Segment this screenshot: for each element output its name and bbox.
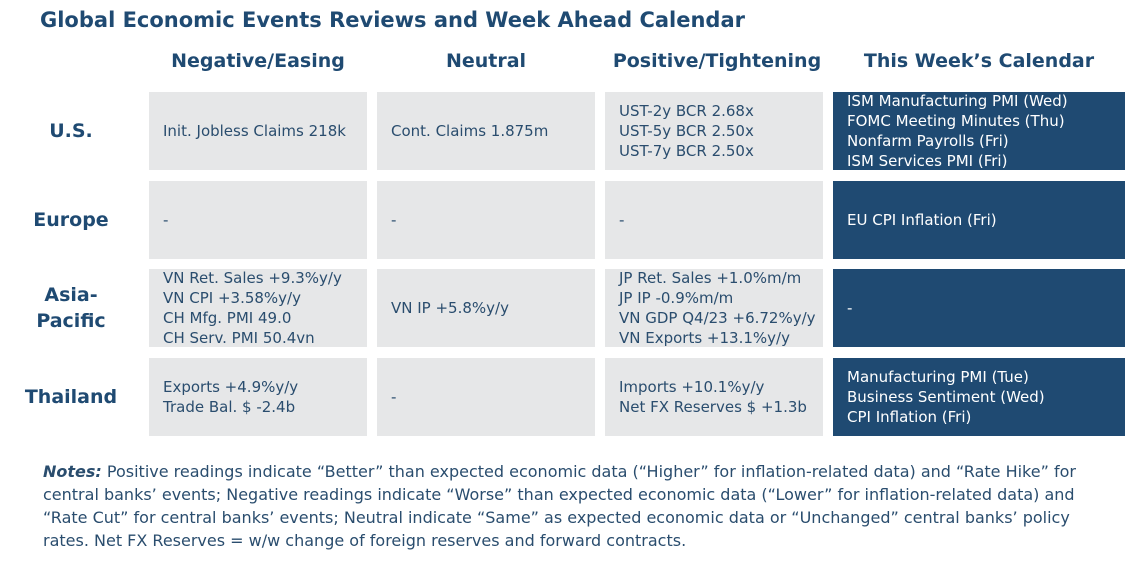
cell-line: CH Serv. PMI 50.4vn: [163, 329, 315, 347]
cell-line: Exports +4.9%y/y: [163, 378, 299, 396]
cell-line: JP IP -0.9%m/m: [619, 289, 734, 307]
cell-line: -: [391, 211, 397, 229]
cell-line: Imports +10.1%y/y: [619, 378, 765, 396]
cell-line: VN IP +5.8%y/y: [391, 299, 509, 317]
notes-text: Positive readings indicate “Better” than…: [43, 462, 1076, 550]
cell-line: Cont. Claims 1.875m: [391, 122, 549, 140]
cell-asia-neutral: VN IP +5.8%y/y: [377, 269, 595, 347]
calendar-event: -: [847, 299, 853, 317]
cell-thailand-positive: Imports +10.1%y/y Net FX Reserves $ +1.3…: [605, 358, 823, 436]
cell-line: VN Ret. Sales +9.3%y/y: [163, 269, 342, 287]
cell-line: UST-5y BCR 2.50x: [619, 122, 754, 140]
cell-us-negative: Init. Jobless Claims 218k: [149, 92, 367, 170]
cell-us-neutral: Cont. Claims 1.875m: [377, 92, 595, 170]
row-label-thailand: Thailand: [24, 386, 118, 408]
cell-line: VN CPI +3.58%y/y: [163, 289, 301, 307]
page-title: Global Economic Events Reviews and Week …: [40, 8, 745, 32]
calendar-event: CPI Inflation (Fri): [847, 408, 972, 426]
cell-europe-positive: -: [605, 181, 823, 259]
cell-europe-calendar: EU CPI Inflation (Fri): [833, 181, 1125, 259]
cell-europe-negative: -: [149, 181, 367, 259]
calendar-event: ISM Manufacturing PMI (Wed): [847, 92, 1068, 110]
cell-line: UST-7y BCR 2.50x: [619, 142, 754, 160]
calendar-event: Nonfarm Payrolls (Fri): [847, 132, 1009, 150]
row-label-line: Asia-: [44, 284, 98, 306]
cell-line: UST-2y BCR 2.68x: [619, 102, 754, 120]
row-label-us: U.S.: [49, 120, 93, 142]
calendar-event: Manufacturing PMI (Tue): [847, 368, 1029, 386]
notes-paragraph: Notes: Positive readings indicate “Bette…: [43, 460, 1103, 552]
column-header-negative: Negative/Easing: [171, 50, 345, 72]
row-label-line: Pacific: [36, 310, 106, 332]
cell-line: VN GDP Q4/23 +6.72%y/y: [619, 309, 816, 327]
calendar-event: FOMC Meeting Minutes (Thu): [847, 112, 1065, 130]
cell-line: JP Ret. Sales +1.0%m/m: [619, 269, 802, 287]
calendar-event: Business Sentiment (Wed): [847, 388, 1045, 406]
calendar-event: EU CPI Inflation (Fri): [847, 211, 997, 229]
row-label-asia-pacific: Asia- Pacific: [0, 269, 142, 347]
cell-thailand-negative: Exports +4.9%y/y Trade Bal. $ -2.4b: [149, 358, 367, 436]
notes-label: Notes:: [43, 462, 102, 481]
column-header-calendar: This Week’s Calendar: [863, 50, 1095, 72]
cell-line: Init. Jobless Claims 218k: [163, 122, 346, 140]
cell-line: -: [619, 211, 625, 229]
cell-line: CH Mfg. PMI 49.0: [163, 309, 292, 327]
cell-line: Net FX Reserves $ +1.3b: [619, 398, 807, 416]
calendar-event: ISM Services PMI (Fri): [847, 152, 1008, 170]
cell-us-calendar: ISM Manufacturing PMI (Wed) FOMC Meeting…: [833, 92, 1125, 170]
cell-asia-positive: JP Ret. Sales +1.0%m/m JP IP -0.9%m/m VN…: [605, 269, 823, 347]
cell-line: VN Exports +13.1%y/y: [619, 329, 790, 347]
cell-asia-negative: VN Ret. Sales +9.3%y/y VN CPI +3.58%y/y …: [149, 269, 367, 347]
row-label-europe: Europe: [33, 209, 109, 231]
cell-line: -: [391, 388, 397, 406]
cell-asia-calendar: -: [833, 269, 1125, 347]
cell-thailand-neutral: -: [377, 358, 595, 436]
cell-line: Trade Bal. $ -2.4b: [163, 398, 296, 416]
column-header-positive: Positive/Tightening: [612, 50, 822, 72]
column-header-neutral: Neutral: [445, 50, 527, 72]
cell-us-positive: UST-2y BCR 2.68x UST-5y BCR 2.50x UST-7y…: [605, 92, 823, 170]
cell-thailand-calendar: Manufacturing PMI (Tue) Business Sentime…: [833, 358, 1125, 436]
cell-europe-neutral: -: [377, 181, 595, 259]
cell-line: -: [163, 211, 169, 229]
